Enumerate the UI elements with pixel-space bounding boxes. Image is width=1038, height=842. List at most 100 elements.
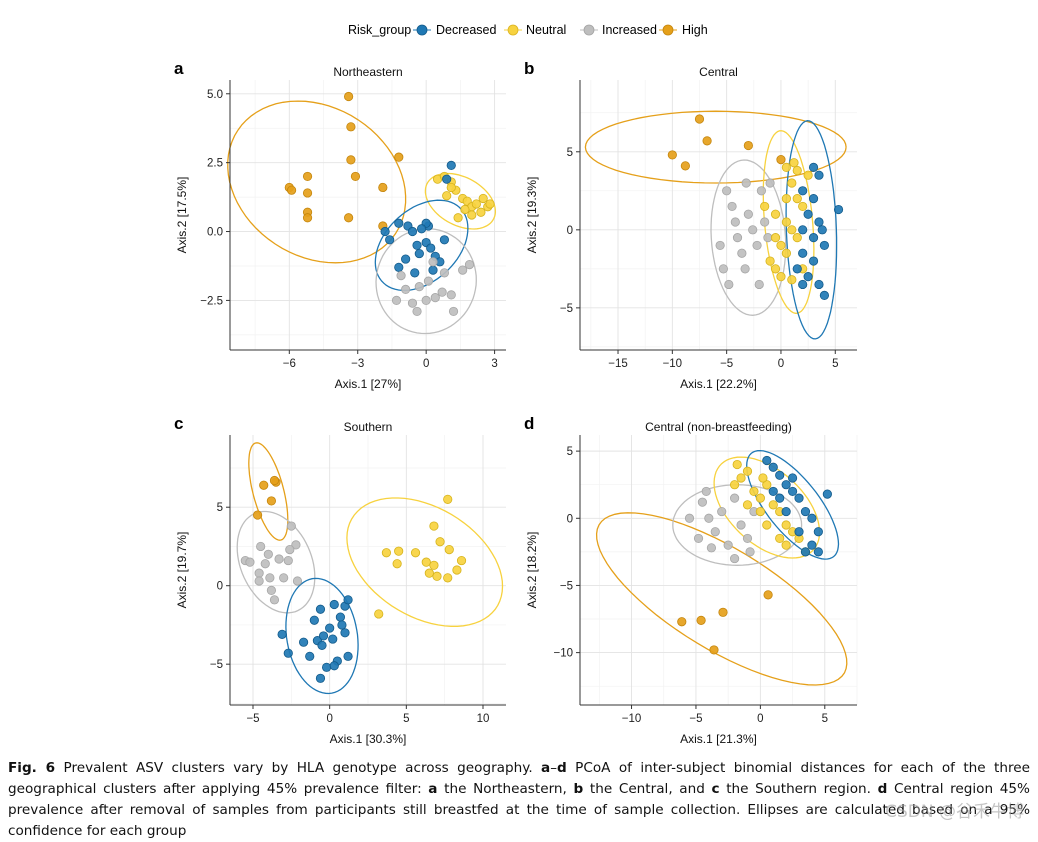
point-increased: [765, 178, 775, 188]
point-increased: [285, 544, 295, 555]
point-increased: [718, 264, 728, 274]
point-increased: [446, 290, 456, 300]
point-neutral: [776, 240, 786, 251]
point-increased: [448, 306, 459, 317]
point-high: [680, 161, 690, 171]
point-increased: [283, 555, 293, 566]
point-increased: [730, 217, 740, 227]
point-neutral: [432, 571, 442, 581]
y-tick-label: −5: [210, 659, 223, 671]
x-tick-label: 0: [778, 358, 784, 370]
panel-letter: d: [524, 414, 534, 433]
legend-label-high: High: [682, 23, 708, 37]
point-increased: [437, 287, 447, 297]
point-decreased: [343, 595, 353, 605]
point-decreased: [798, 225, 808, 235]
x-axis-label: Axis.1 [21.3%]: [680, 732, 757, 746]
point-high: [743, 140, 753, 151]
point-neutral: [460, 204, 470, 215]
y-tick-label: −5: [560, 580, 573, 592]
caption-text: the Southern region.: [719, 781, 878, 797]
point-decreased: [325, 623, 335, 633]
point-increased: [279, 573, 289, 583]
point-increased: [715, 240, 725, 251]
y-tick-label: 0: [567, 225, 573, 237]
legend: Risk_group Decreased Neutral Increased H…: [348, 23, 708, 37]
point-decreased: [800, 506, 811, 517]
legend-marker-decreased: [416, 24, 428, 36]
caption-bold-b: b: [573, 781, 584, 797]
point-neutral: [787, 178, 797, 188]
point-neutral: [421, 557, 431, 567]
point-decreased: [807, 513, 817, 523]
point-neutral: [755, 493, 765, 503]
x-tick-label: −15: [608, 358, 628, 370]
panel-letter: a: [174, 59, 184, 78]
point-high: [694, 114, 705, 124]
point-increased: [730, 553, 740, 564]
panel-title: Central: [699, 65, 738, 79]
y-tick-label: −5: [560, 303, 573, 315]
point-increased: [704, 513, 714, 523]
point-neutral: [749, 486, 759, 497]
watermark: CSDN @谷禾牛博: [885, 802, 1024, 822]
point-increased: [730, 493, 740, 503]
point-neutral: [410, 548, 421, 558]
caption-text: PCoA of inter-subject binomial distances…: [8, 760, 1030, 797]
point-neutral: [424, 568, 434, 578]
point-neutral: [770, 233, 781, 243]
caption-text: –: [550, 760, 558, 776]
point-decreased: [337, 620, 347, 630]
x-tick-label: 10: [477, 713, 490, 725]
point-decreased: [775, 493, 785, 503]
point-neutral: [775, 533, 785, 544]
point-decreased: [426, 243, 436, 253]
y-axis-label: Axis.2 [19.3%]: [525, 177, 539, 254]
point-increased: [412, 306, 422, 317]
point-neutral: [478, 193, 488, 204]
point-decreased: [798, 279, 808, 290]
point-neutral: [762, 480, 772, 490]
confidence-ellipse-increased: [236, 510, 316, 614]
point-increased: [710, 527, 720, 537]
point-neutral: [781, 162, 791, 172]
caption-bold-c: c: [711, 781, 720, 797]
x-tick-label: −5: [720, 358, 733, 370]
point-increased: [245, 557, 255, 567]
y-tick-label: −2.5: [200, 295, 223, 307]
point-neutral: [792, 194, 802, 204]
point-high: [259, 480, 269, 490]
point-neutral: [781, 520, 791, 530]
caption-bold-d: d: [877, 781, 888, 797]
point-increased: [736, 520, 746, 530]
point-decreased: [329, 599, 339, 610]
point-increased: [763, 233, 773, 243]
confidence-ellipse-high: [584, 110, 847, 184]
point-decreased: [798, 248, 808, 258]
point-neutral: [792, 233, 802, 243]
point-neutral: [787, 225, 797, 235]
point-decreased: [412, 240, 422, 250]
point-neutral: [770, 264, 781, 274]
point-increased: [464, 259, 475, 270]
point-neutral: [429, 521, 439, 531]
figure-caption: Fig. 6 Prevalent ASV clusters vary by HL…: [8, 758, 1030, 842]
point-decreased: [277, 629, 287, 639]
point-increased: [291, 540, 301, 550]
plot-background: [580, 435, 857, 705]
x-tick-label: −10: [622, 713, 642, 725]
confidence-ellipse-increased: [375, 228, 477, 335]
point-high: [346, 122, 356, 132]
point-neutral: [476, 207, 486, 217]
point-increased: [737, 248, 747, 258]
point-decreased: [775, 470, 785, 480]
panel-d: −10 −5 0 5 −10 −5 0 5 Central (non-breastfeeding…: [524, 414, 858, 746]
point-high: [346, 155, 356, 165]
confidence-ellipse-neutral: [346, 497, 504, 627]
point-increased: [391, 295, 402, 306]
point-neutral: [392, 559, 402, 569]
point-decreased: [343, 651, 353, 661]
point-neutral: [742, 466, 753, 476]
point-neutral: [760, 201, 770, 212]
point-neutral: [394, 546, 404, 556]
